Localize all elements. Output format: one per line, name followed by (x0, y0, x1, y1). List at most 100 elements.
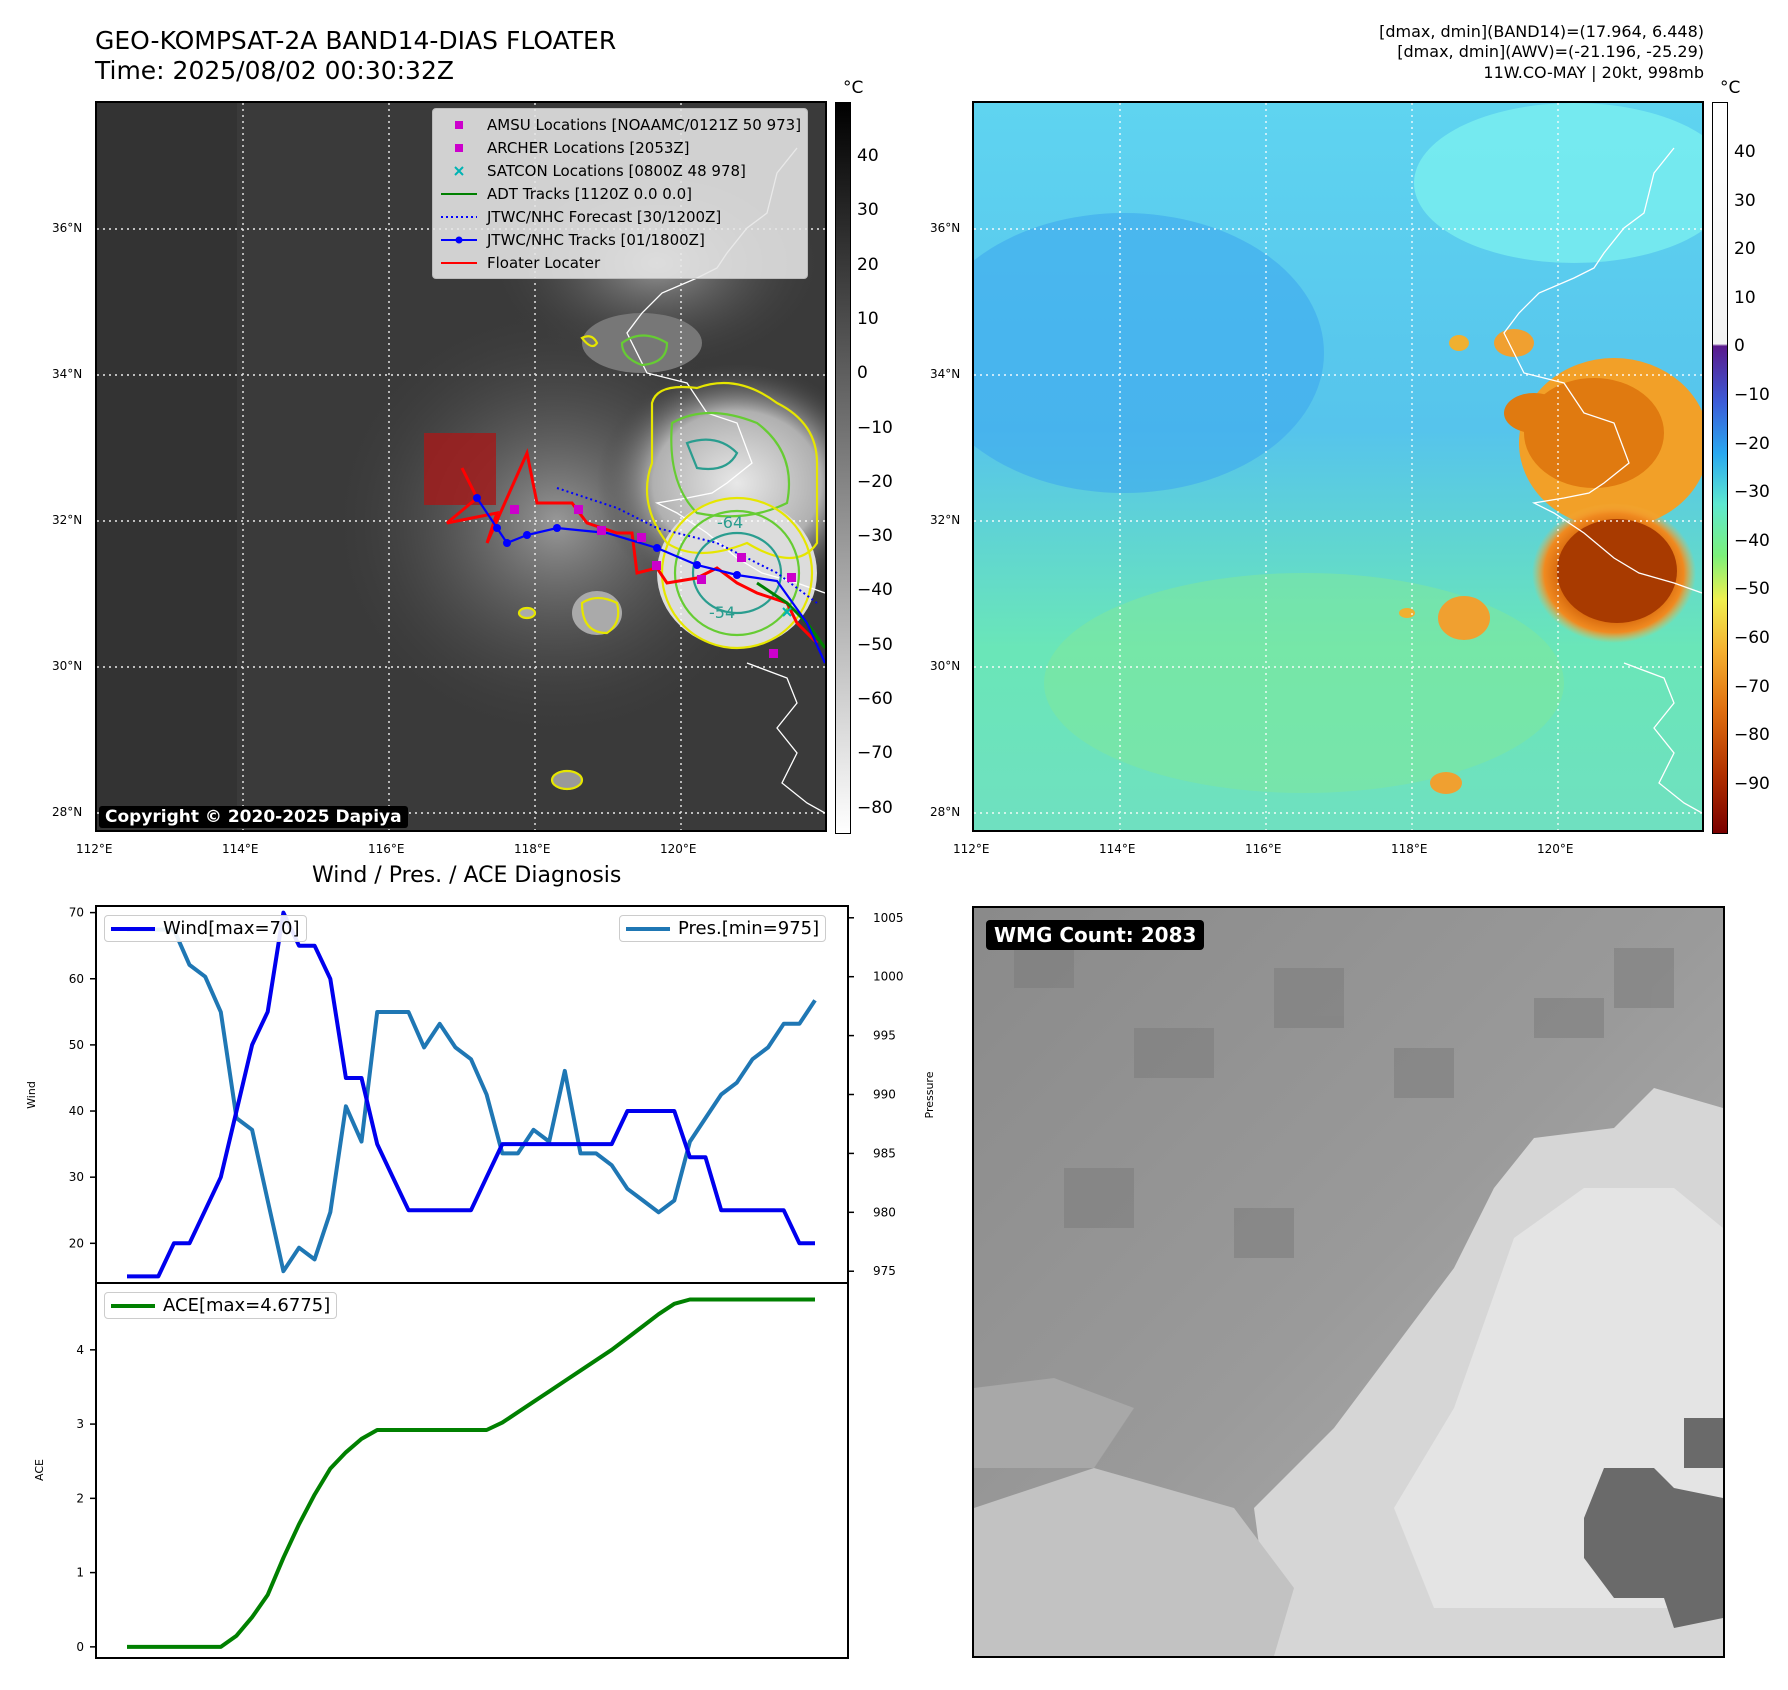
awv-colorbar-tick: 20 (1734, 239, 1756, 260)
lat-tick-30: 30°N (52, 659, 83, 673)
ir-map-panel: -64 -54 Copyright © 2020-2025 Dapiya (95, 101, 827, 832)
awv-colorbar-tick: 40 (1734, 142, 1756, 162)
ace-frame (95, 1282, 849, 1659)
wind-tick-label: 20 (69, 1236, 84, 1250)
square-marker-icon (455, 120, 463, 129)
ace-axis-label: ACE (33, 1459, 46, 1481)
pressure-tick-label: 1005 (873, 911, 904, 925)
ir-colorbar-tick: −60 (857, 689, 893, 709)
ir-colorbar-tick: −40 (857, 580, 893, 601)
pressure-legend: Pres.[min=975] (619, 915, 827, 942)
ace-tick-label: 2 (76, 1491, 84, 1505)
wind-tick-label: 30 (69, 1170, 84, 1184)
wind-legend-label: Wind[max=70] (163, 918, 300, 939)
ace-tick-label: 3 (76, 1417, 84, 1431)
chart-timestamp: Time: 2025/08/02 00:30:32Z (95, 56, 454, 85)
lon-tick-116: 116°E (368, 842, 405, 856)
ace-legend: ACE[max=4.6775] (104, 1292, 338, 1319)
awv-lat-tick-32: 32°N (930, 513, 961, 527)
copyright-label: Copyright © 2020-2025 Dapiya (99, 806, 408, 828)
legend-item-adt: ADT Tracks [1120Z 0.0 0.0] (439, 182, 801, 205)
awv-lat-tick-28: 28°N (930, 805, 961, 819)
solid-line-icon (441, 192, 477, 195)
info-line-3: 11W.CO-MAY | 20kt, 998mb (1483, 63, 1704, 82)
legend-label: JTWC/NHC Tracks [01/1800Z] (487, 230, 705, 249)
awv-lon-tick-112: 112°E (953, 842, 990, 856)
square-marker-icon (455, 143, 463, 152)
lon-tick-112: 112°E (76, 842, 113, 856)
wind-series-line (127, 910, 815, 1279)
awv-lon-tick-120: 120°E (1537, 842, 1574, 856)
awv-lon-tick-118: 118°E (1391, 842, 1428, 856)
jtwc-forecast-track (556, 487, 818, 604)
ir-colorbar-tick: 30 (857, 200, 879, 221)
wind-pressure-frame (95, 905, 849, 1284)
x-marker-icon (454, 165, 464, 176)
ir-colorbar-tick: −10 (857, 417, 893, 438)
pressure-series-line (127, 927, 817, 1274)
legend-label: SATCON Locations [0800Z 48 978] (487, 161, 746, 180)
wind-tick-label: 60 (69, 972, 84, 986)
ace-line-icon (111, 1303, 155, 1308)
ace-tick-label: 0 (76, 1640, 84, 1654)
awv-lat-tick-30: 30°N (930, 659, 961, 673)
lat-tick-28: 28°N (52, 805, 83, 819)
ir-colorbar-tick: 20 (857, 254, 879, 275)
wmg-image (974, 908, 1723, 1656)
awv-colorbar-tick: 10 (1734, 287, 1756, 308)
ace-legend-label: ACE[max=4.6775] (163, 1295, 331, 1316)
ir-colorbar-tick: −50 (857, 634, 893, 655)
floater-box (424, 433, 496, 505)
pressure-tick-label: 980 (873, 1205, 896, 1219)
legend-label: Floater Locater (487, 253, 601, 272)
legend-item-satcon: SATCON Locations [0800Z 48 978] (439, 159, 801, 182)
contour-label-64: -64 (717, 513, 743, 532)
awv-colorbar-unit: °C (1720, 78, 1741, 98)
awv-colorbar-tick: 30 (1734, 190, 1756, 211)
solid-line-icon (441, 261, 477, 264)
pressure-tick-label: 990 (873, 1088, 896, 1102)
awv-lat-tick-36: 36°N (930, 221, 961, 235)
wind-legend: Wind[max=70] (104, 915, 307, 942)
pressure-tick-label: 1000 (873, 970, 904, 984)
diagnosis-title: Wind / Pres. / ACE Diagnosis (312, 863, 622, 888)
lon-tick-114: 114°E (222, 842, 259, 856)
awv-lat-tick-34: 34°N (930, 367, 961, 381)
pressure-line-icon (626, 926, 670, 931)
legend-label: AMSU Locations [NOAAMC/0121Z 50 973] (487, 115, 802, 134)
wmg-count-label: WMG Count: 2083 (986, 920, 1205, 950)
awv-colorbar-tick: −10 (1734, 385, 1770, 405)
wind-axis-label: Wind (25, 1081, 38, 1109)
line-dot-icon (441, 236, 477, 243)
wind-tick-label: 40 (69, 1104, 84, 1118)
lon-tick-120: 120°E (660, 842, 697, 856)
adt-track (756, 581, 825, 649)
chart-title: GEO-KOMPSAT-2A BAND14-DIAS FLOATER (95, 26, 617, 55)
legend-item-archer: ARCHER Locations [2053Z] (439, 136, 801, 159)
ir-colorbar (835, 102, 851, 834)
lat-tick-32: 32°N (52, 513, 83, 527)
ir-colorbar-tick: −20 (857, 471, 893, 492)
awv-colorbar-tick: −30 (1734, 482, 1770, 503)
legend-label: JTWC/NHC Forecast [30/1200Z] (487, 207, 722, 226)
legend-item-jtwc-tracks: JTWC/NHC Tracks [01/1800Z] (439, 228, 801, 251)
awv-colorbar-tick: −90 (1734, 773, 1770, 794)
legend-label: ARCHER Locations [2053Z] (487, 138, 690, 157)
legend-item-floater: Floater Locater (439, 251, 801, 274)
ir-colorbar-tick: 0 (857, 363, 868, 384)
pressure-axis-label: Pressure (923, 1071, 936, 1118)
awv-colorbar-tick: −20 (1734, 433, 1770, 454)
wind-tick-label: 70 (69, 906, 84, 920)
pressure-tick-label: 985 (873, 1146, 896, 1160)
awv-map-image (974, 103, 1702, 830)
legend-item-jtwc-forecast: JTWC/NHC Forecast [30/1200Z] (439, 205, 801, 228)
ir-colorbar-tick: 40 (857, 146, 879, 166)
pressure-tick-label: 995 (873, 1029, 896, 1043)
awv-colorbar-tick: −80 (1734, 725, 1770, 746)
awv-colorbar-tick: −70 (1734, 676, 1770, 697)
ace-series-line (127, 1297, 815, 1649)
ir-colorbar-tick: −80 (857, 797, 893, 818)
lon-tick-118: 118°E (514, 842, 551, 856)
info-line-2: [dmax, dmin](AWV)=(-21.196, -25.29) (1397, 42, 1704, 61)
awv-colorbar-tick: 0 (1734, 336, 1745, 357)
